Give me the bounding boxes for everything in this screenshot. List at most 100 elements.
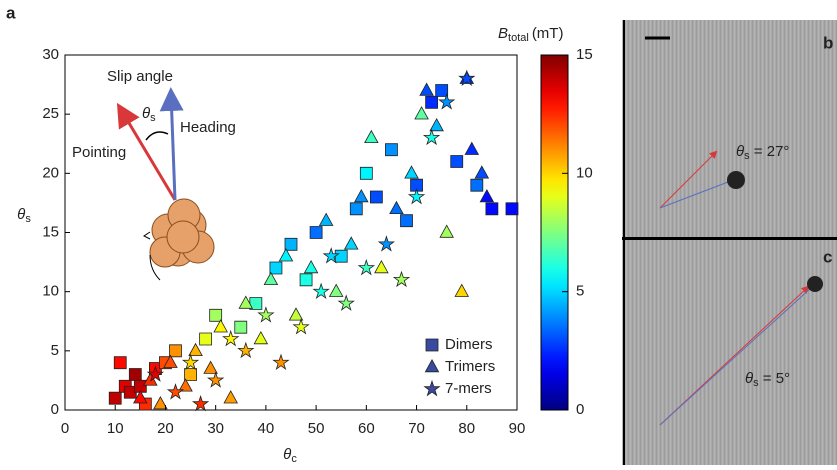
point: [163, 354, 178, 368]
point: [209, 308, 223, 322]
point: [133, 379, 147, 393]
point: [357, 258, 376, 276]
x-tick-label: 40: [258, 420, 275, 437]
point: [312, 282, 330, 300]
point: [113, 356, 127, 370]
point: [470, 178, 484, 192]
point: [438, 93, 456, 110]
point: [269, 261, 283, 275]
plot-area: [108, 69, 519, 412]
annotation-sub: s: [744, 150, 750, 162]
x-tick-label: 90: [509, 420, 526, 437]
point: [425, 95, 439, 109]
point: [404, 165, 419, 179]
y-tick-label: 0: [51, 401, 59, 418]
point: [374, 259, 389, 274]
point: [309, 226, 323, 239]
point: [450, 155, 464, 168]
x-tick-label: 70: [408, 420, 425, 437]
point: [349, 202, 363, 216]
point: [429, 117, 444, 132]
point: [146, 365, 165, 382]
annotation-text: = 5°: [759, 370, 790, 387]
x-tick-label: 0: [61, 420, 69, 437]
point: [206, 371, 225, 388]
schematic: Slip angle Heading Pointing θs: [72, 68, 236, 281]
point: [334, 249, 348, 263]
point: [474, 165, 490, 179]
panel-annotation: θs = 27°: [736, 143, 789, 162]
x-tick-label: 10: [107, 420, 124, 437]
annotation: Heading: [180, 119, 236, 136]
legend-marker: [425, 338, 439, 352]
point: [128, 368, 142, 381]
y-tick-label: 15: [42, 223, 59, 240]
point: [237, 341, 255, 359]
colorbar-tick-label: 5: [576, 283, 584, 300]
annotation-sub: s: [753, 377, 759, 389]
point: [188, 342, 203, 357]
point: [400, 214, 413, 228]
point: [322, 247, 340, 264]
annotation: Pointing: [72, 144, 126, 161]
point: [108, 391, 122, 405]
point: [191, 395, 210, 412]
point: [278, 248, 294, 262]
point: [385, 143, 398, 157]
point: [238, 295, 254, 309]
point: [133, 390, 148, 404]
colorbar-symbol: B: [498, 25, 508, 42]
point: [184, 368, 197, 381]
colorbar-sub: total: [508, 32, 529, 44]
point: [364, 129, 379, 144]
colorbar: [540, 54, 569, 411]
point: [181, 353, 200, 371]
y-axis-label: θs: [17, 206, 31, 225]
point: [272, 353, 290, 371]
point: [422, 128, 441, 146]
x-tick-label: 30: [207, 420, 224, 437]
point: [223, 390, 239, 404]
point: [389, 200, 404, 215]
point: [419, 82, 434, 96]
legend-marker: [423, 379, 441, 397]
point: [392, 270, 411, 288]
point: [213, 319, 228, 333]
point: [410, 178, 423, 192]
image-panel: [622, 240, 837, 465]
point: [166, 383, 185, 400]
annotation: Slip angle: [107, 68, 173, 85]
point: [234, 320, 248, 334]
y-label-symbol: θ: [17, 206, 25, 223]
point: [288, 307, 304, 321]
annotation-symbol: θ: [745, 370, 753, 387]
y-tick-label: 25: [42, 105, 59, 122]
point: [153, 396, 168, 410]
point: [377, 235, 395, 252]
legend-label: Trimers: [445, 358, 495, 375]
point: [303, 259, 319, 274]
y-tick-label: 10: [42, 283, 59, 300]
point: [414, 106, 429, 120]
point: [458, 69, 476, 87]
point: [359, 166, 373, 180]
point: [169, 344, 182, 358]
point: [343, 236, 359, 250]
point: [199, 332, 213, 346]
panel-label: c: [823, 247, 832, 266]
y-tick-label: 20: [42, 164, 59, 181]
legend-marker: [424, 358, 440, 373]
panel-label: b: [823, 33, 833, 52]
point: [337, 294, 355, 311]
point: [464, 141, 480, 155]
point: [284, 237, 298, 251]
colorbar-unit: (mT): [532, 25, 564, 42]
point: [369, 190, 383, 204]
colorbar-label: Btotal (mT): [498, 25, 563, 44]
annotation-symbol: θ: [142, 105, 150, 122]
point: [299, 273, 313, 287]
annotation: θs: [142, 105, 156, 124]
x-label-sub: c: [291, 453, 297, 465]
point: [505, 202, 519, 216]
